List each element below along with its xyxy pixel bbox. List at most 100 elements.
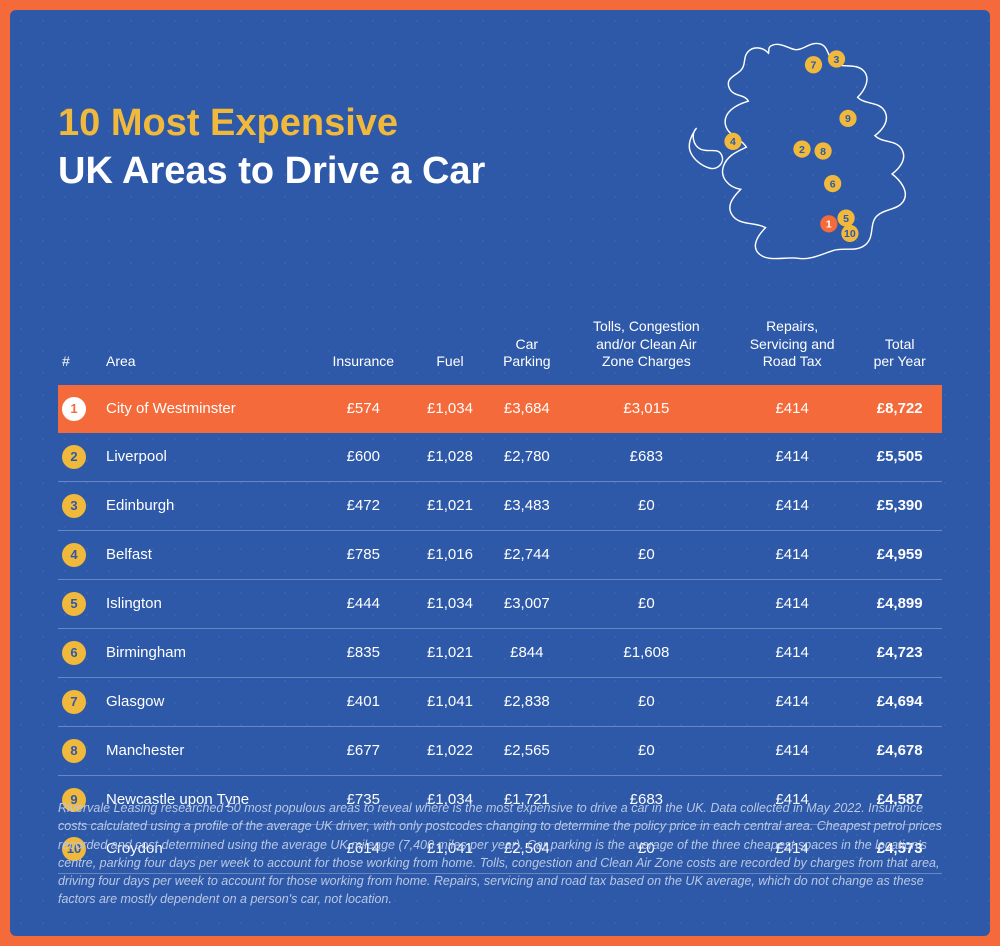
col-tolls: Tolls, Congestionand/or Clean AirZone Ch…: [566, 310, 727, 385]
map-pins-group: 1 2 3 4 5 6 7 8 9 10: [724, 50, 858, 242]
cell-total: £8,722: [857, 385, 942, 433]
cell-insurance: £401: [314, 677, 412, 726]
table-row: 6Birmingham£835£1,021£844£1,608£414£4,72…: [58, 628, 942, 677]
svg-text:1: 1: [826, 219, 832, 231]
cell-insurance: £444: [314, 579, 412, 628]
cell-tolls: £0: [566, 677, 727, 726]
col-insurance: Insurance: [314, 310, 412, 385]
col-fuel: Fuel: [412, 310, 488, 385]
rank-cell: 5: [58, 579, 102, 628]
rank-pill: 3: [62, 494, 86, 518]
table-wrap: #AreaInsuranceFuelCarParkingTolls, Conge…: [10, 310, 990, 874]
cell-parking: £2,744: [488, 530, 566, 579]
svg-text:6: 6: [830, 178, 836, 190]
rank-pill: 6: [62, 641, 86, 665]
uk-map: 1 2 3 4 5 6 7 8 9 10: [662, 36, 942, 266]
map-pin-7: 7: [805, 56, 822, 73]
cell-parking: £3,007: [488, 579, 566, 628]
map-svg: 1 2 3 4 5 6 7 8 9 10: [662, 36, 942, 266]
map-pin-8: 8: [814, 142, 831, 159]
svg-text:2: 2: [799, 144, 805, 156]
cell-area: Liverpool: [102, 433, 314, 482]
footnote: Rivervale Leasing researched 50 most pop…: [58, 799, 942, 908]
map-pin-4: 4: [724, 133, 741, 150]
col-repairs: Repairs,Servicing andRoad Tax: [727, 310, 857, 385]
cell-tolls: £0: [566, 481, 727, 530]
cell-parking: £2,565: [488, 726, 566, 775]
table-row: 2 Liverpool£600£1,028£2,780£683£414£5,505: [58, 433, 942, 482]
map-pin-2: 2: [793, 140, 810, 157]
cell-fuel: £1,021: [412, 481, 488, 530]
title-line-2: UK Areas to Drive a Car: [58, 148, 485, 196]
cell-area: City of Westminster: [102, 385, 314, 433]
cell-fuel: £1,034: [412, 385, 488, 433]
panel: 10 Most Expensive UK Areas to Drive a Ca…: [10, 10, 990, 936]
cell-repairs: £414: [727, 579, 857, 628]
cell-area: Glasgow: [102, 677, 314, 726]
cell-tolls: £0: [566, 530, 727, 579]
table-row: 7Glasgow£401£1,041£2,838£0£414£4,694: [58, 677, 942, 726]
cell-repairs: £414: [727, 726, 857, 775]
cell-fuel: £1,016: [412, 530, 488, 579]
rank-cell: 8: [58, 726, 102, 775]
cell-insurance: £600: [314, 433, 412, 482]
map-pin-1: 1: [820, 215, 837, 232]
outer-frame: 10 Most Expensive UK Areas to Drive a Ca…: [0, 0, 1000, 946]
cell-total: £4,899: [857, 579, 942, 628]
cell-parking: £3,483: [488, 481, 566, 530]
cell-repairs: £414: [727, 481, 857, 530]
col-rank: #: [58, 310, 102, 385]
cell-parking: £2,838: [488, 677, 566, 726]
col-parking: CarParking: [488, 310, 566, 385]
cell-repairs: £414: [727, 385, 857, 433]
cell-area: Manchester: [102, 726, 314, 775]
cell-total: £4,723: [857, 628, 942, 677]
cell-repairs: £414: [727, 433, 857, 482]
cell-tolls: £683: [566, 433, 727, 482]
cell-tolls: £0: [566, 726, 727, 775]
cell-total: £4,959: [857, 530, 942, 579]
table-row: 4Belfast£785£1,016£2,744£0£414£4,959: [58, 530, 942, 579]
table-row: 5Islington£444£1,034£3,007£0£414£4,899: [58, 579, 942, 628]
rank-cell: 7: [58, 677, 102, 726]
cell-total: £4,678: [857, 726, 942, 775]
cell-tolls: £1,608: [566, 628, 727, 677]
cell-fuel: £1,034: [412, 579, 488, 628]
col-area: Area: [102, 310, 314, 385]
table-head: #AreaInsuranceFuelCarParkingTolls, Conge…: [58, 310, 942, 385]
rank-pill: 1: [62, 397, 86, 421]
cell-fuel: £1,028: [412, 433, 488, 482]
svg-text:4: 4: [730, 136, 736, 148]
rank-pill: 5: [62, 592, 86, 616]
cell-area: Islington: [102, 579, 314, 628]
map-pin-9: 9: [839, 110, 856, 127]
svg-text:9: 9: [845, 113, 851, 125]
map-pin-3: 3: [828, 50, 845, 67]
cell-area: Belfast: [102, 530, 314, 579]
cell-area: Edinburgh: [102, 481, 314, 530]
svg-text:8: 8: [820, 146, 826, 158]
rank-cell: 6: [58, 628, 102, 677]
rank-cell: 4: [58, 530, 102, 579]
cost-table: #AreaInsuranceFuelCarParkingTolls, Conge…: [58, 310, 942, 874]
table-row: 8Manchester£677£1,022£2,565£0£414£4,678: [58, 726, 942, 775]
table-row: 3Edinburgh£472£1,021£3,483£0£414£5,390: [58, 481, 942, 530]
cell-fuel: £1,041: [412, 677, 488, 726]
cell-tolls: £3,015: [566, 385, 727, 433]
cell-insurance: £574: [314, 385, 412, 433]
cell-repairs: £414: [727, 677, 857, 726]
map-pin-10: 10: [841, 225, 858, 242]
cell-insurance: £785: [314, 530, 412, 579]
rank-cell: 1: [58, 385, 102, 433]
rank-pill: 8: [62, 739, 86, 763]
table-row: 1City of Westminster£574£1,034£3,684£3,0…: [58, 385, 942, 433]
rank-pill: 7: [62, 690, 86, 714]
svg-text:10: 10: [844, 228, 856, 240]
cell-parking: £2,780: [488, 433, 566, 482]
title-line-1: 10 Most Expensive: [58, 100, 485, 148]
cell-total: £5,505: [857, 433, 942, 482]
svg-text:5: 5: [843, 213, 849, 225]
map-pin-6: 6: [824, 175, 841, 192]
rank-cell: 2: [58, 433, 102, 482]
rank-pill: 2: [62, 445, 86, 469]
